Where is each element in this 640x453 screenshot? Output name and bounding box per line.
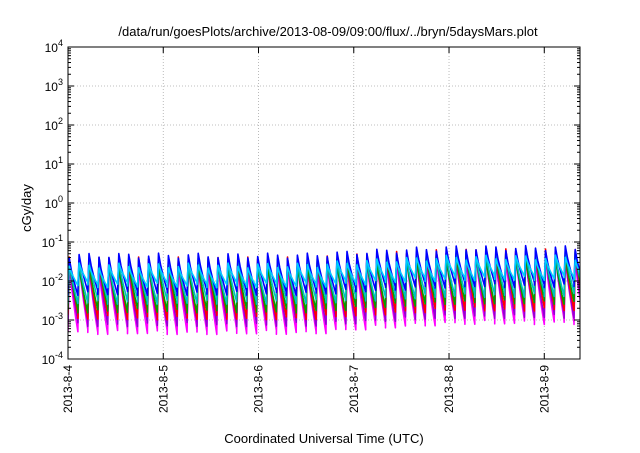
- y-tick-label: 10-1: [42, 233, 63, 250]
- y-tick-label: 100: [45, 194, 63, 211]
- x-tick-label: 2013-8-8: [442, 365, 456, 413]
- x-tick-label: 2013-8-9: [537, 365, 551, 413]
- y-tick-label: 10-2: [42, 272, 63, 289]
- x-tick-label: 2013-8-5: [156, 365, 170, 413]
- y-tick-label: 103: [45, 77, 63, 94]
- y-tick-label: 10-4: [42, 350, 63, 367]
- series-line: [68, 254, 580, 289]
- y-axis-label: cGy/day: [19, 184, 34, 232]
- x-tick-label: 2013-8-4: [61, 365, 75, 413]
- y-tick-label: 102: [45, 116, 63, 133]
- series-group: [68, 244, 580, 336]
- x-tick-label: 2013-8-6: [252, 365, 266, 413]
- x-axis-label: Coordinated Universal Time (UTC): [224, 431, 423, 446]
- y-tick-label: 104: [45, 38, 63, 55]
- chart-title: /data/run/goesPlots/archive/2013-08-09/0…: [118, 24, 538, 39]
- y-tick-label: 101: [45, 155, 63, 172]
- y-tick-label: 10-3: [42, 311, 63, 328]
- x-tick-label: 2013-8-7: [347, 365, 361, 413]
